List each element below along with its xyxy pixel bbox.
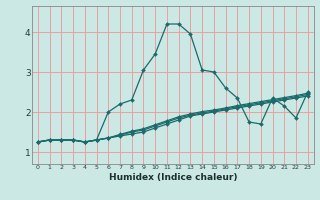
X-axis label: Humidex (Indice chaleur): Humidex (Indice chaleur) — [108, 173, 237, 182]
